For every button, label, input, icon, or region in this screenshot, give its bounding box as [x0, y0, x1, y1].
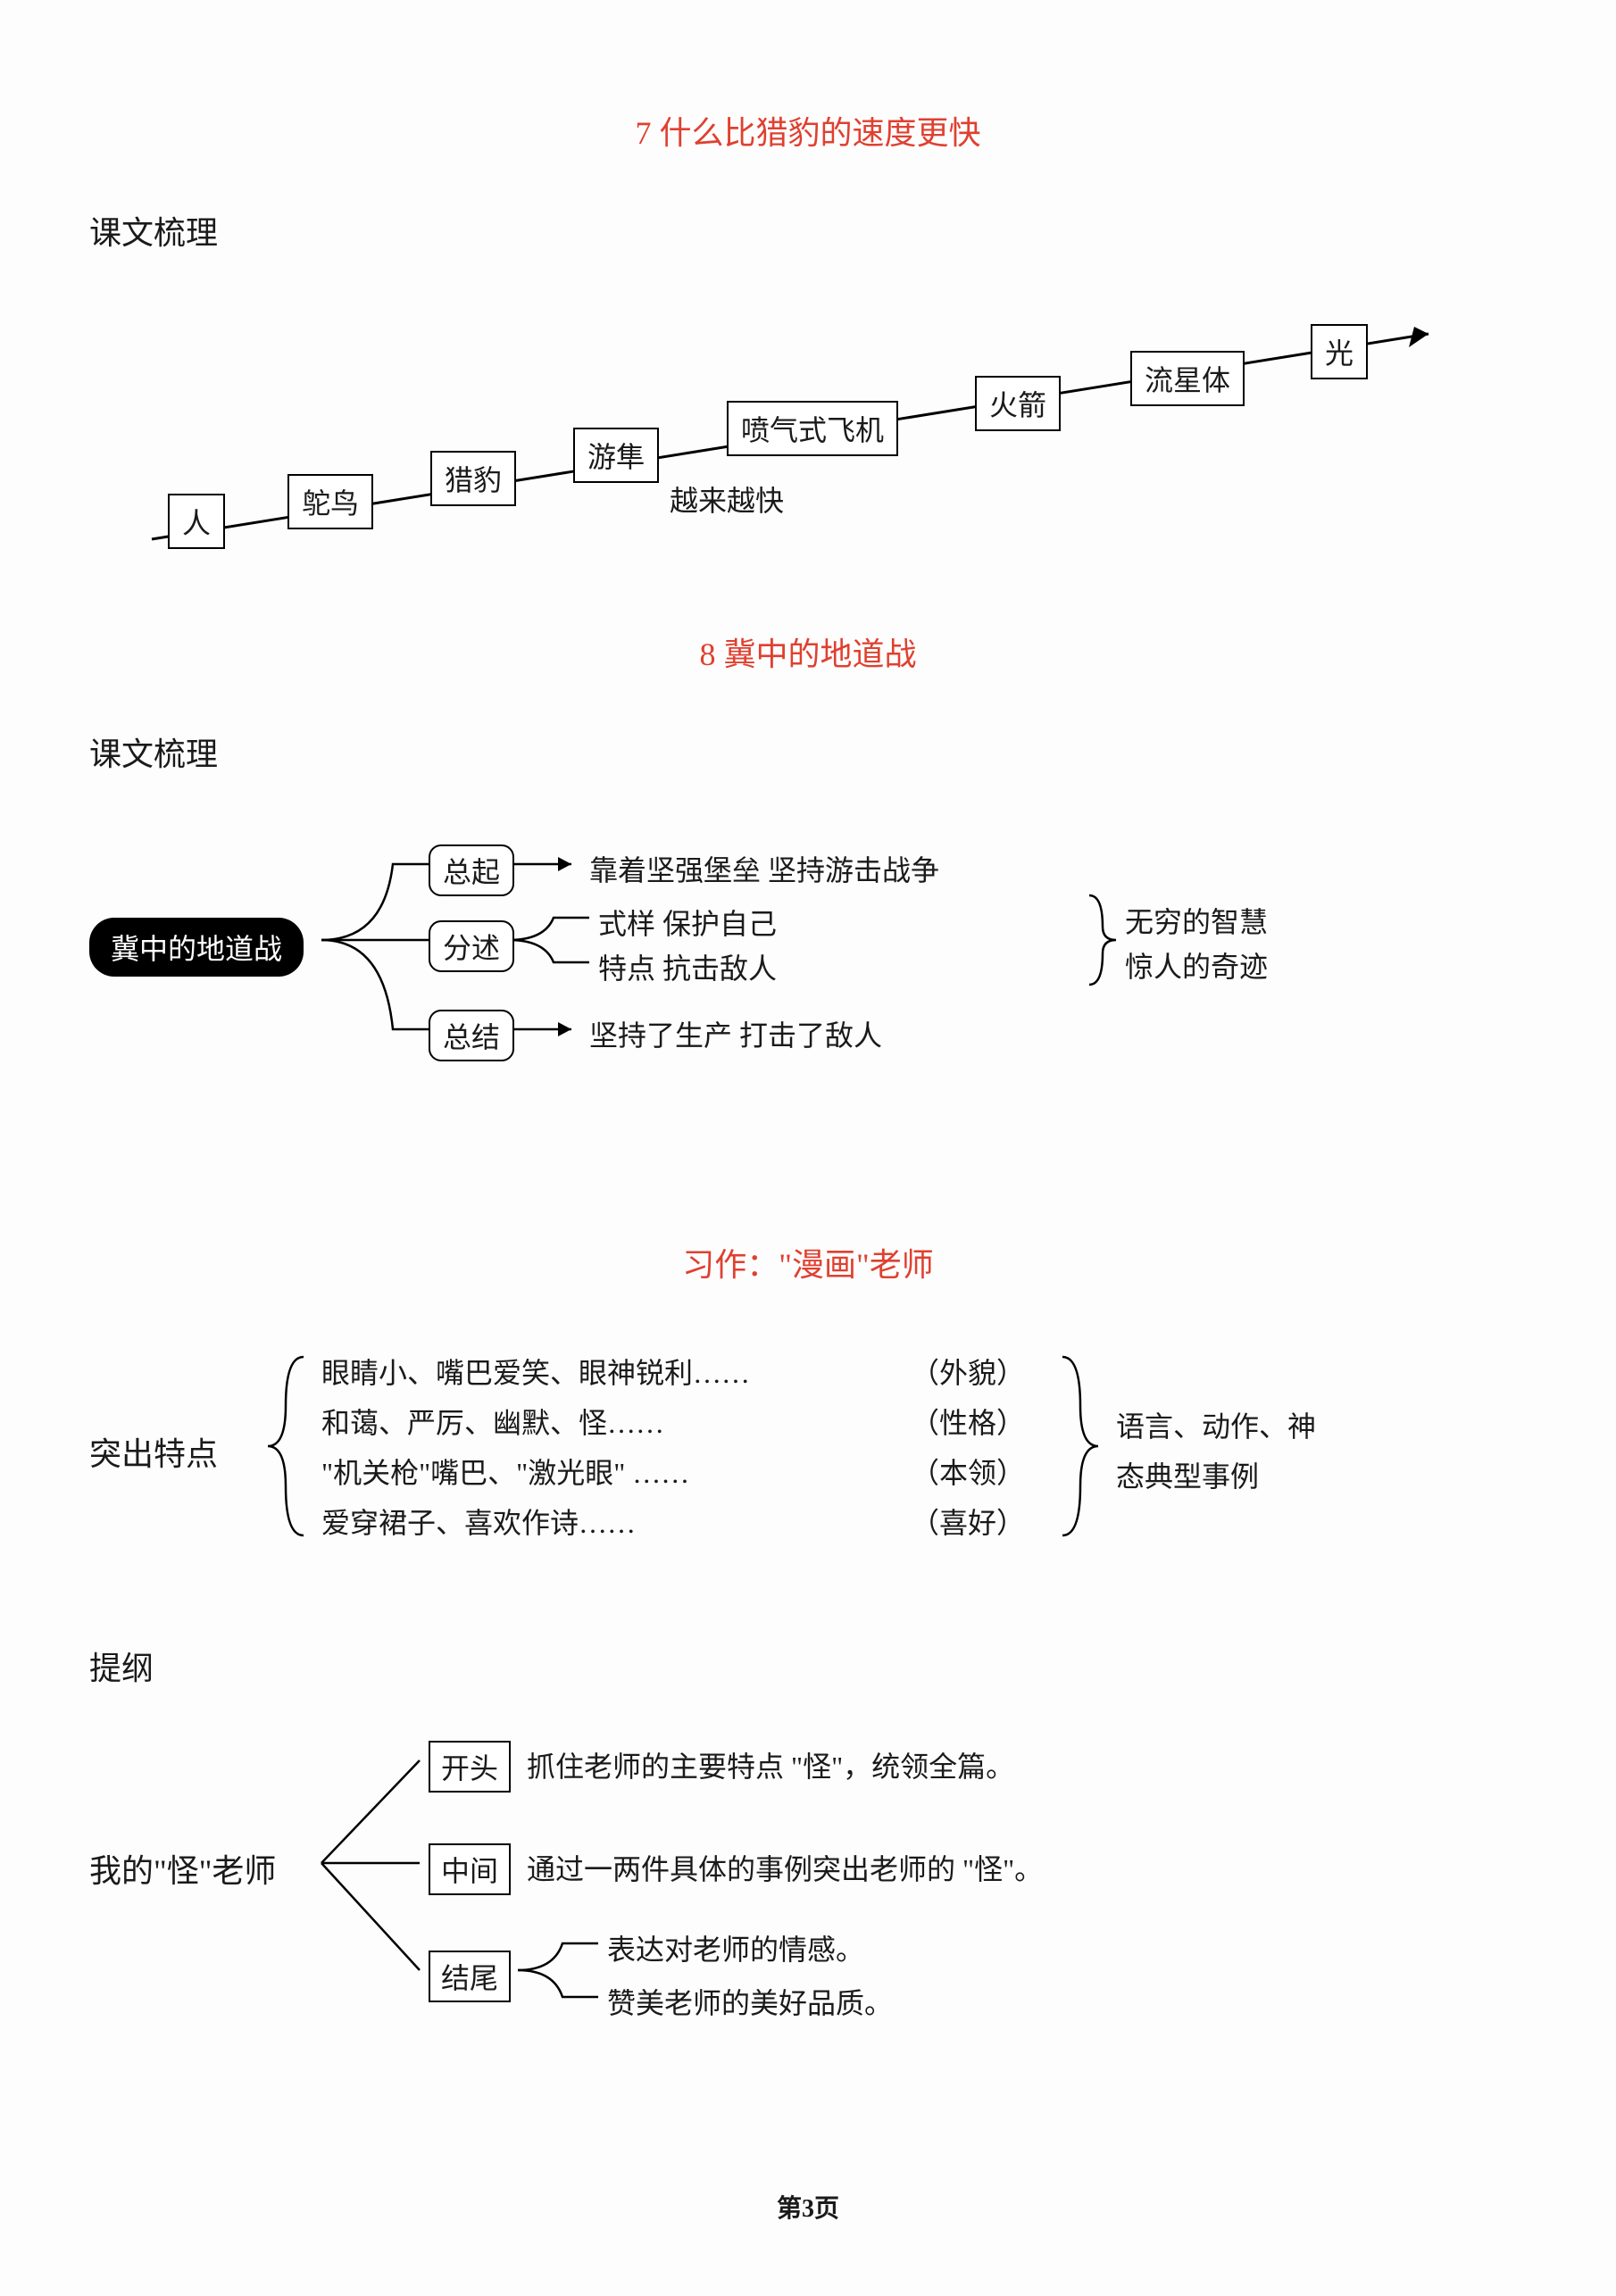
xizuo-right-1: 态典型事例	[1116, 1452, 1259, 1503]
branch-content-1b: 特点 抗击敌人	[598, 946, 777, 987]
xizuo-cat: （本领）	[911, 1448, 1025, 1500]
arrow-diagram: 人 鸵鸟 猎豹 游隼 喷气式飞机 火箭 流星体 光 越来越快	[89, 271, 1527, 557]
section8-label: 课文梳理	[89, 728, 1527, 775]
xizuo-desc: "机关枪"嘴巴、"激光眼" ……	[321, 1448, 689, 1500]
xizuo-title: 习作："漫画"老师	[89, 1239, 1527, 1285]
arrow-item: 人	[168, 494, 225, 549]
xizuo-desc: 眼睛小、嘴巴爱笑、眼神锐利……	[321, 1348, 750, 1400]
section7-label: 课文梳理	[89, 207, 1527, 254]
arrow-sublabel: 越来越快	[670, 478, 784, 520]
brace-left-icon	[89, 1339, 1527, 1571]
branch-zongqi: 总起	[429, 844, 514, 896]
arrow-item: 猎豹	[430, 451, 516, 506]
hierarchy-lines-icon	[89, 793, 1527, 1150]
section8-title: 8 冀中的地道战	[89, 628, 1527, 675]
arrow-item: 光	[1311, 324, 1368, 379]
arrow-item: 鸵鸟	[287, 474, 373, 529]
arrow-item: 流星体	[1130, 351, 1245, 406]
hierarchy-root: 冀中的地道战	[89, 918, 304, 977]
tigang-label: 提纲	[89, 1643, 1527, 1689]
xizuo-right-0: 语言、动作、神	[1116, 1402, 1316, 1453]
branch-content-2: 坚持了生产 打击了敌人	[589, 1013, 882, 1054]
outline-sub-1: 赞美老师的美好品质。	[607, 1981, 893, 2022]
outline-box-0: 开头	[429, 1741, 511, 1793]
xizuo-cat: （喜好）	[911, 1498, 1025, 1550]
brace-section: 突出特点 眼睛小、嘴巴爱笑、眼神锐利…… （外貌） 和蔼、严厉、幽默、怪…… （性格）…	[89, 1339, 1527, 1571]
xizuo-cat: （性格）	[911, 1398, 1025, 1450]
tigang-root: 我的"怪"老师	[89, 1845, 276, 1892]
branch-zongjie: 总结	[429, 1010, 514, 1061]
arrow-item: 喷气式飞机	[727, 401, 898, 456]
arrow-item: 火箭	[975, 376, 1061, 431]
branch-content-1a: 式样 保护自己	[598, 902, 777, 943]
outline-box-2: 结尾	[429, 1951, 511, 2002]
xizuo-desc: 和蔼、严厉、幽默、怪……	[321, 1398, 664, 1450]
xizuo-desc: 爱穿裙子、喜欢作诗……	[321, 1498, 636, 1550]
right-summary-0: 无穷的智慧	[1125, 900, 1268, 941]
xizuo-label: 突出特点	[89, 1428, 218, 1475]
outline-sub-0: 表达对老师的情感。	[607, 1927, 864, 1968]
page-number: 第3页	[89, 2189, 1527, 2225]
outline-text-1: 通过一两件具体的事例突出老师的 "怪"。	[527, 1847, 1043, 1888]
outline-text-0: 抓住老师的主要特点 "怪"，统领全篇。	[527, 1744, 1014, 1785]
outline-box-1: 中间	[429, 1843, 511, 1895]
right-summary-1: 惊人的奇迹	[1125, 944, 1268, 986]
xizuo-cat: （外貌）	[911, 1348, 1025, 1400]
outline-diagram: 我的"怪"老师 开头 抓住老师的主要特点 "怪"，统领全篇。 中间 通过一两件具…	[89, 1707, 1527, 2082]
hierarchy-diagram: 冀中的地道战 总起 分述 总结 靠着坚强堡垒 坚持游击战争 式样 保护自己 特点…	[89, 793, 1527, 1150]
branch-content-0: 靠着坚强堡垒 坚持游击战争	[589, 848, 939, 889]
branch-fenshu: 分述	[429, 920, 514, 972]
section7-title: 7 什么比猎豹的速度更快	[89, 107, 1527, 154]
arrow-item: 游隼	[573, 428, 659, 483]
